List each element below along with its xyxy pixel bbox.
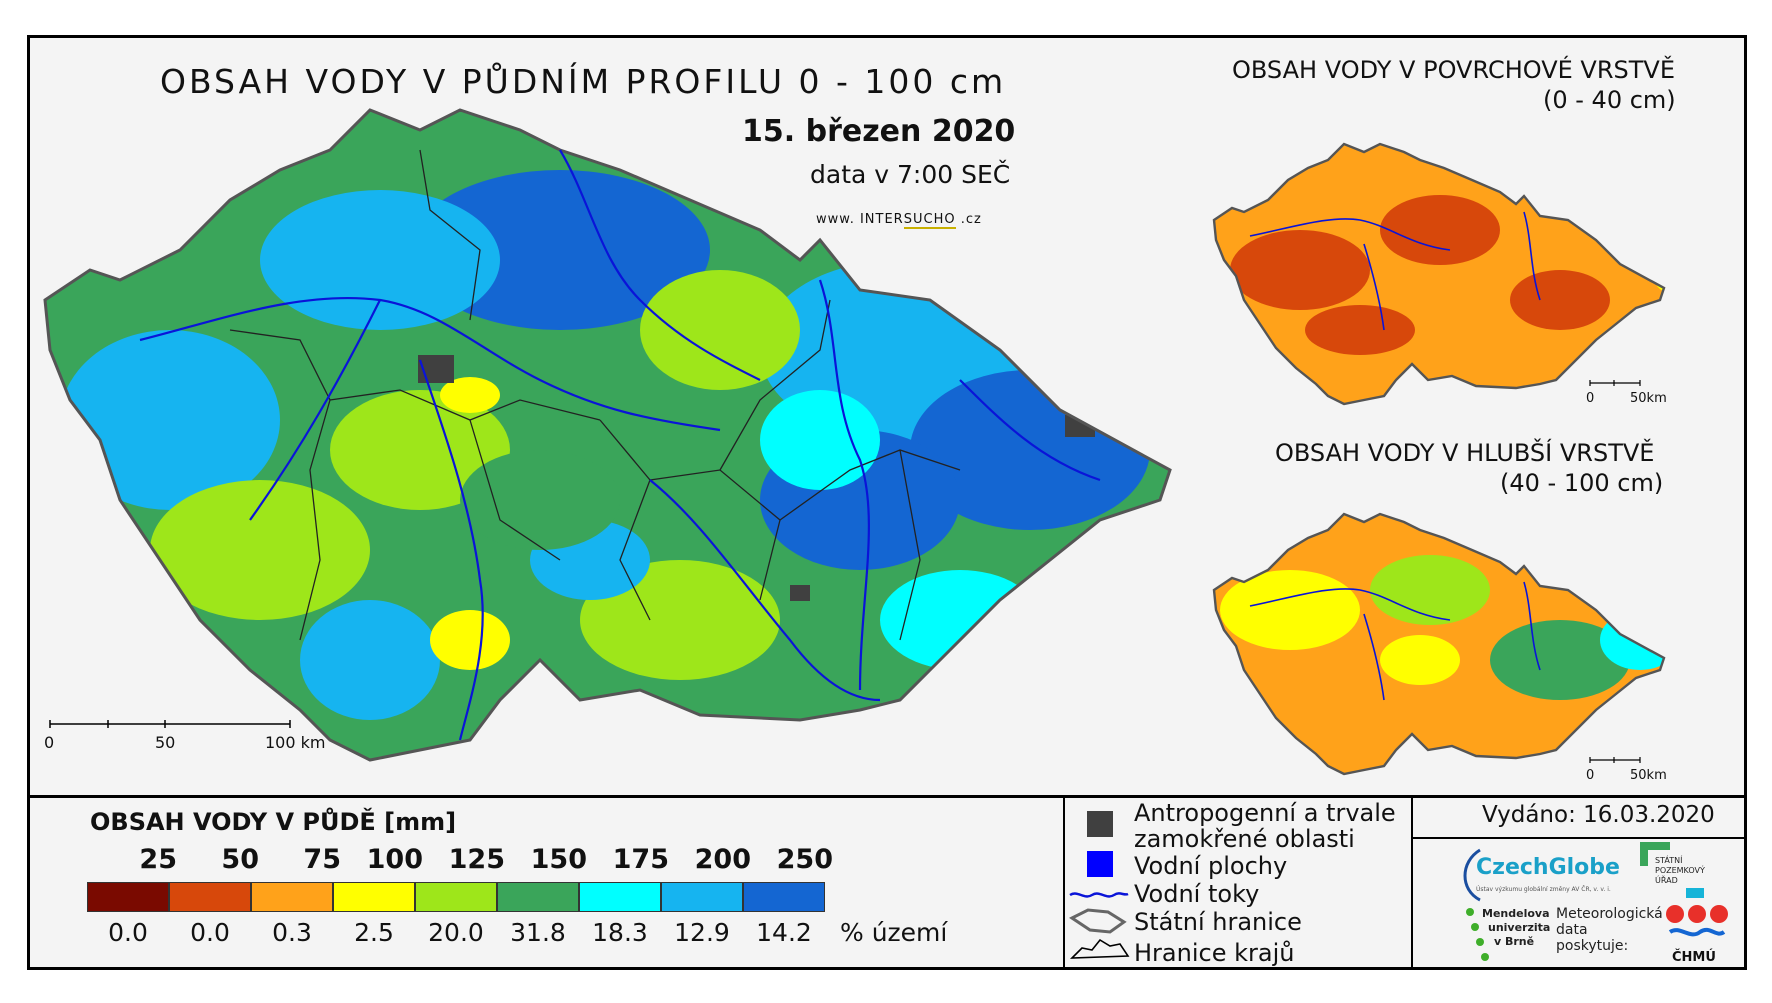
map-date: 15. březen 2020 xyxy=(742,114,1016,149)
legend-percentage: 0.0 xyxy=(108,918,148,947)
legend-percentage: 0.3 xyxy=(272,918,312,947)
state-border-symbol xyxy=(1069,908,1127,934)
web-inter: INTER xyxy=(859,212,904,227)
inset-surface-map xyxy=(1212,142,1666,406)
legend-percentage: 14.2 xyxy=(756,918,812,947)
legend-title: OBSAH VODY V PŮDĚ [mm] xyxy=(90,808,457,836)
key-rivers-label: Vodní toky xyxy=(1134,880,1260,908)
legend-bound: 250 xyxy=(776,844,833,875)
inset-bottom-scalebar xyxy=(1589,757,1641,763)
legend-bound: 125 xyxy=(448,844,505,875)
spu-logo-icon xyxy=(1640,842,1670,866)
issued-date: Vydáno: 16.03.2020 xyxy=(1482,802,1715,828)
inset-bottom-subtitle: (40 - 100 cm) xyxy=(1500,469,1664,497)
web-suffix: .cz xyxy=(955,212,982,227)
inset-scalebar-label: 0 xyxy=(1586,391,1595,406)
mendel-line: Mendelova xyxy=(1482,907,1550,920)
legend-swatch xyxy=(579,882,661,912)
meteo-line: Meteorologická xyxy=(1556,906,1663,922)
region-border-symbol xyxy=(1069,938,1130,959)
chmu-logo-text: ČHMÚ xyxy=(1672,950,1716,965)
legend-percentage: 20.0 xyxy=(428,918,484,947)
inset-scalebar-label: 0 xyxy=(1586,768,1595,783)
czechglobe-logo-subtitle: Ústav výzkumu globální změny AV ČR, v. v… xyxy=(1476,886,1611,893)
inset-top-title: OBSAH VODY V POVRCHOVÉ VRSTVĚ xyxy=(1232,56,1675,84)
inset-bottom-title: OBSAH VODY V HLUBŠÍ VRSTVĚ xyxy=(1275,439,1655,467)
divider xyxy=(1411,798,1413,970)
legend-swatch xyxy=(497,882,579,912)
key-anthropogenic-label: Antropogenní a trvale zamokřené oblasti xyxy=(1134,800,1396,852)
legend-bound: 150 xyxy=(530,844,587,875)
legend-percentage: 12.9 xyxy=(674,918,730,947)
main-map xyxy=(43,108,1172,762)
chmu-logo-icon xyxy=(1666,888,1728,937)
inset-scalebar-label: 50km xyxy=(1630,391,1667,406)
spu-line: ÚŘAD xyxy=(1655,876,1678,885)
legend-percentage: 0.0 xyxy=(190,918,230,947)
key-state-border-label: Státní hranice xyxy=(1134,908,1302,936)
scalebar-label: 100 km xyxy=(265,733,326,752)
inset-top-subtitle: (0 - 40 cm) xyxy=(1543,86,1676,114)
legend-swatch xyxy=(333,882,415,912)
legend-bound: 25 xyxy=(139,844,177,875)
mendelu-logo-text: Mendelova univerzita v Brně xyxy=(1482,907,1550,949)
spu-line: POZEMKOVÝ xyxy=(1655,866,1705,875)
inset-scalebar-label: 50km xyxy=(1630,768,1667,783)
legend-swatch xyxy=(743,882,825,912)
spu-line: STÁTNÍ xyxy=(1655,856,1683,865)
meteo-line: poskytuje: xyxy=(1556,938,1629,954)
data-time: data v 7:00 SEČ xyxy=(810,160,1011,189)
legend-percentage: 18.3 xyxy=(592,918,648,947)
scalebar-label: 0 xyxy=(44,733,55,752)
legend-bound: 50 xyxy=(221,844,259,875)
spu-logo-text: STÁTNÍ POZEMKOVÝ ÚŘAD xyxy=(1655,856,1705,886)
map-title: OBSAH VODY V PŮDNÍM PROFILU 0 - 100 cm xyxy=(160,62,1007,101)
main-scalebar xyxy=(49,720,291,728)
czechglobe-logo-text: CzechGlobe xyxy=(1476,855,1620,880)
anthropogenic-swatch xyxy=(1087,811,1113,837)
inset-top-scalebar xyxy=(1589,380,1641,386)
legend-swatch xyxy=(169,882,251,912)
divider xyxy=(1063,798,1065,970)
legend-bound: 100 xyxy=(366,844,423,875)
web-sucho: SUCHO xyxy=(903,212,956,229)
key-region-border-label: Hranice krajů xyxy=(1134,939,1295,967)
legend-percentage: 31.8 xyxy=(510,918,566,947)
meteo-data-note: Meteorologická data poskytuje: xyxy=(1556,906,1663,954)
mendel-line: univerzita xyxy=(1488,921,1551,934)
water-bodies-swatch xyxy=(1087,851,1113,877)
divider xyxy=(1413,837,1747,839)
legend-bound: 175 xyxy=(612,844,669,875)
legend-bound: 200 xyxy=(694,844,751,875)
meteo-line: data xyxy=(1556,922,1588,938)
key-anthropogenic-line2: zamokřené oblasti xyxy=(1134,825,1355,853)
web-prefix: www. xyxy=(816,212,860,227)
key-anthropogenic-line1: Antropogenní a trvale xyxy=(1134,799,1396,827)
mendel-line: v Brně xyxy=(1494,935,1535,948)
scalebar-label: 50 xyxy=(155,733,176,752)
legend-swatch xyxy=(415,882,497,912)
divider xyxy=(27,795,1747,798)
web-link[interactable]: www. INTERSUCHO .cz xyxy=(816,212,982,229)
mendelu-logo-icon xyxy=(1466,908,1489,961)
rivers-symbol xyxy=(1069,892,1129,898)
legend-unit: % území xyxy=(840,918,948,947)
legend-swatch xyxy=(251,882,333,912)
czechglobe-logo-icon xyxy=(1463,848,1481,902)
legend-bound: 75 xyxy=(303,844,341,875)
inset-deep-map xyxy=(1212,512,1666,776)
key-water-bodies-label: Vodní plochy xyxy=(1134,852,1288,880)
legend-percentage: 2.5 xyxy=(354,918,394,947)
legend-swatch xyxy=(87,882,169,912)
legend-swatch xyxy=(661,882,743,912)
